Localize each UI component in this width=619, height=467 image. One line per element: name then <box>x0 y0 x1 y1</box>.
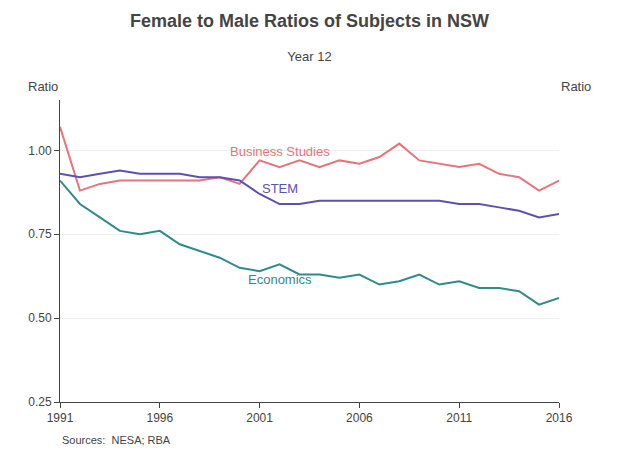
svg-text:1996: 1996 <box>146 411 173 425</box>
svg-text:0.50: 0.50 <box>28 311 52 325</box>
svg-text:Business Studies: Business Studies <box>230 144 330 159</box>
svg-text:0.25: 0.25 <box>28 395 52 409</box>
svg-text:Sources: NESA; RBA: Sources: NESA; RBA <box>62 434 171 446</box>
svg-text:2001: 2001 <box>246 411 273 425</box>
svg-text:Year 12: Year 12 <box>287 49 331 64</box>
svg-text:2016: 2016 <box>546 411 573 425</box>
svg-text:Economics: Economics <box>248 272 312 287</box>
svg-text:STEM: STEM <box>262 181 298 196</box>
svg-text:1991: 1991 <box>47 411 74 425</box>
svg-text:Ratio: Ratio <box>561 79 591 94</box>
svg-text:2011: 2011 <box>446 411 472 425</box>
svg-text:Ratio: Ratio <box>28 79 58 94</box>
svg-text:0.75: 0.75 <box>28 227 52 241</box>
svg-text:1.00: 1.00 <box>28 144 52 158</box>
svg-text:Female to Male Ratios of Subje: Female to Male Ratios of Subjects in NSW <box>130 11 489 31</box>
svg-text:2006: 2006 <box>346 411 373 425</box>
